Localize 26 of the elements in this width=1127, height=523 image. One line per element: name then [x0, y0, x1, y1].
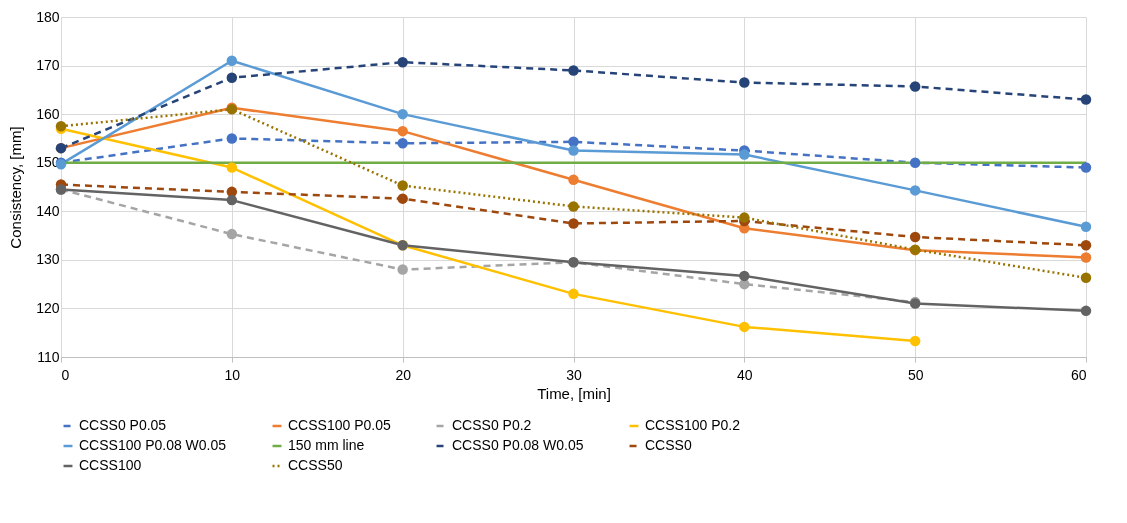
y-tick-label: 120: [36, 299, 60, 316]
legend-label: CCSS0: [645, 437, 692, 453]
y-tick-label: 180: [36, 8, 60, 25]
x-tick-label: 20: [395, 366, 412, 383]
y-tick-label: 140: [36, 202, 60, 219]
legend-label: CCSS0 P0.05: [79, 417, 167, 433]
legend-label: CCSS100: [79, 457, 142, 473]
legend-label: 150 mm line: [288, 437, 365, 453]
x-tick-label: 30: [566, 366, 582, 383]
legend-label: CCSS0 P0.2: [452, 417, 532, 433]
y-tick-label: 160: [36, 105, 60, 122]
x-tick-label: 40: [737, 366, 753, 383]
x-axis-title: Time, [min]: [537, 384, 611, 402]
x-tick-label: 60: [1070, 366, 1087, 383]
legend-label: CCSS50: [288, 457, 343, 473]
y-tick-label: 130: [36, 251, 60, 268]
legend-label: CCSS0 P0.08 W0.05: [452, 437, 584, 453]
y-tick-label: 110: [37, 348, 60, 365]
y-axis-title: Consistency, [mm]: [7, 126, 25, 249]
y-tick-label: 170: [36, 57, 60, 74]
legend-label: CCSS100 P0.08 W0.05: [79, 437, 227, 453]
legend-label: CCSS100 P0.2: [645, 417, 741, 433]
legend-label: CCSS100 P0.05: [288, 417, 391, 433]
x-tick-label: 0: [61, 366, 70, 383]
x-tick-label: 10: [224, 366, 241, 383]
x-tick-label: 50: [907, 366, 924, 383]
